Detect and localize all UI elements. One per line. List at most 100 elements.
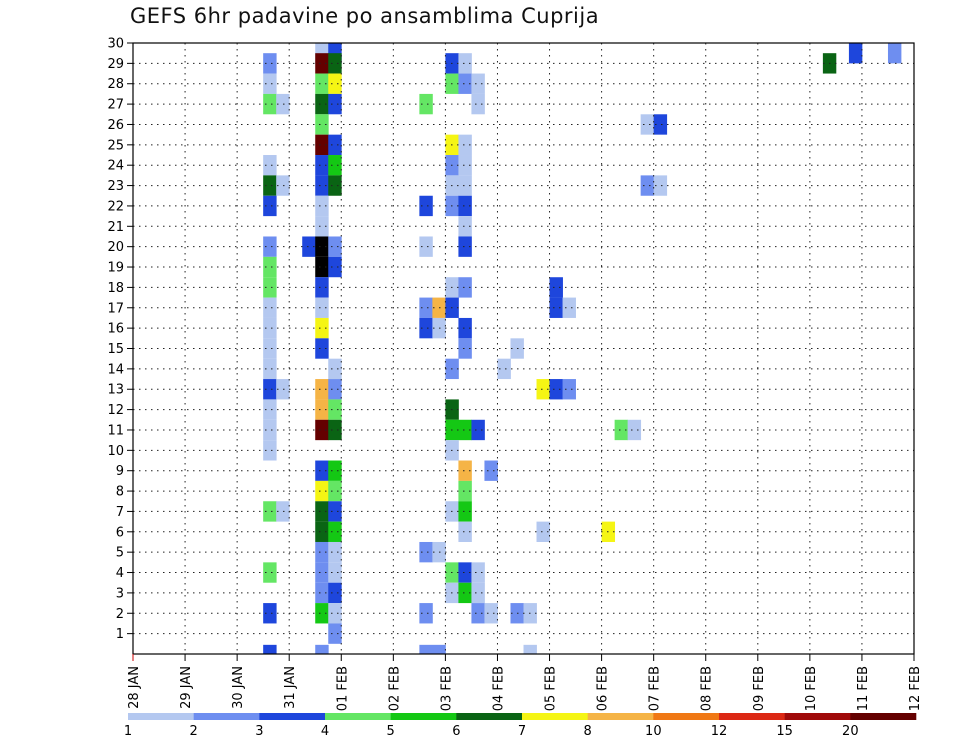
heatmap-cell: [263, 358, 277, 380]
legend-swatch: [522, 713, 588, 720]
x-tick-label: 01 FEB: [335, 666, 350, 711]
heatmap-cell: [653, 114, 668, 135]
heatmap-cell: [263, 562, 277, 583]
heatmap-cell: [315, 338, 329, 359]
heatmap-cell: [523, 644, 537, 654]
heatmap-cell: [315, 501, 329, 522]
legend-swatch: [128, 713, 194, 720]
y-tick-label: 12: [107, 403, 124, 418]
heatmap-cell: [276, 379, 290, 400]
legend-label: 15: [776, 724, 793, 739]
heatmap-cell: [328, 521, 342, 542]
heatmap-cell: [315, 216, 329, 237]
x-tick-label: 04 FEB: [491, 666, 506, 711]
legend-label: 12: [711, 724, 728, 739]
heatmap-cell: [848, 43, 863, 64]
heatmap-cell: [497, 358, 511, 380]
heatmap-cell: [419, 297, 433, 318]
legend-label: 1: [124, 724, 132, 739]
heatmap-cell: [328, 256, 342, 278]
y-tick-label: 7: [116, 505, 124, 520]
heatmap-cell: [328, 134, 342, 156]
x-tick-label: 03 FEB: [439, 666, 454, 711]
heatmap-cell: [315, 175, 329, 196]
y-tick-label: 2: [116, 607, 124, 622]
heatmap-cell: [328, 53, 342, 74]
legend-label: 20: [842, 724, 859, 739]
heatmap-cell: [562, 297, 576, 318]
heatmap-cell: [328, 460, 342, 481]
heatmap-cell: [328, 73, 342, 94]
heatmap-cell: [263, 175, 277, 196]
heatmap-cell: [315, 73, 329, 94]
y-tick-label: 22: [107, 199, 124, 214]
legend-layer: 1 2 3 4 5 6 7 8 10 12 15 20: [124, 713, 917, 739]
heatmap-cell: [640, 175, 655, 196]
heatmap-cell: [484, 460, 498, 481]
heatmap-cell: [263, 338, 277, 359]
x-tick-label: 05 FEB: [544, 666, 559, 711]
heatmap-cell: [315, 521, 329, 542]
chart-title: GEFS 6hr padavine po ansamblima Cuprija: [130, 4, 600, 28]
heatmap-cell: [328, 541, 342, 563]
heatmap-cell: [614, 419, 629, 441]
y-tick-label: 15: [107, 342, 124, 357]
heatmap-cell: [562, 379, 576, 400]
y-tick-label: 14: [107, 362, 124, 377]
heatmap-cell: [328, 399, 342, 420]
y-tick-label: 20: [107, 240, 124, 255]
heatmap-cell: [445, 419, 472, 441]
heatmap-cell: [315, 155, 329, 176]
x-tick-label: 10 FEB: [804, 666, 819, 711]
legend-swatch: [587, 713, 654, 720]
heatmap-cell: [419, 236, 433, 257]
heatmap-cell: [458, 134, 472, 156]
heatmap-cell: [458, 338, 472, 359]
heatmap-cell: [640, 114, 655, 135]
legend-swatch: [259, 713, 326, 720]
heatmap-cell: [419, 317, 433, 339]
axes-layer: 1234567891011121314151617181920212223242…: [107, 37, 923, 712]
heatmap-cell: [276, 501, 290, 522]
heatmap-cell: [471, 582, 485, 604]
heatmap-cell: [315, 460, 329, 481]
heatmap-cell: [328, 379, 342, 400]
heatmap-cell: [315, 399, 329, 420]
legend-label: 6: [452, 724, 460, 739]
heatmap-cell: [315, 603, 329, 624]
heatmap-cell: [315, 256, 329, 278]
y-tick-label: 10: [107, 444, 124, 459]
heatmap-cell: [315, 134, 329, 156]
heatmap-cell: [549, 379, 563, 400]
heatmap-cell: [263, 379, 277, 400]
y-tick-label: 13: [107, 383, 124, 398]
x-tick-label: 02 FEB: [387, 666, 402, 711]
heatmap-cell: [445, 175, 472, 196]
y-tick-label: 25: [107, 138, 124, 153]
heatmap-cell: [315, 93, 329, 115]
y-tick-label: 1: [116, 627, 124, 642]
heatmap-cell: [419, 603, 433, 624]
legend-label: 3: [255, 724, 263, 739]
heatmap-cell: [419, 93, 433, 115]
legend-swatch: [325, 713, 391, 720]
heatmap-cell: [458, 155, 472, 176]
heatmap-cell: [458, 582, 472, 604]
heatmap-cell: [263, 603, 277, 624]
x-tick-label: 08 FEB: [700, 666, 715, 711]
heatmap-cell: [276, 93, 290, 115]
legend-label: 7: [518, 724, 526, 739]
legend-swatch: [456, 713, 523, 720]
heatmap-cell: [328, 501, 342, 522]
heatmap-cell: [263, 256, 277, 278]
legend-swatch: [193, 713, 260, 720]
heatmap-cell: [263, 73, 277, 94]
x-tick-label: 07 FEB: [648, 666, 663, 711]
legend-swatch: [390, 713, 457, 720]
legend-label: 10: [645, 724, 662, 739]
y-tick-label: 4: [116, 566, 124, 581]
legend-swatch: [850, 713, 917, 720]
heatmap-cell: [328, 582, 342, 604]
y-tick-label: 8: [116, 485, 124, 500]
